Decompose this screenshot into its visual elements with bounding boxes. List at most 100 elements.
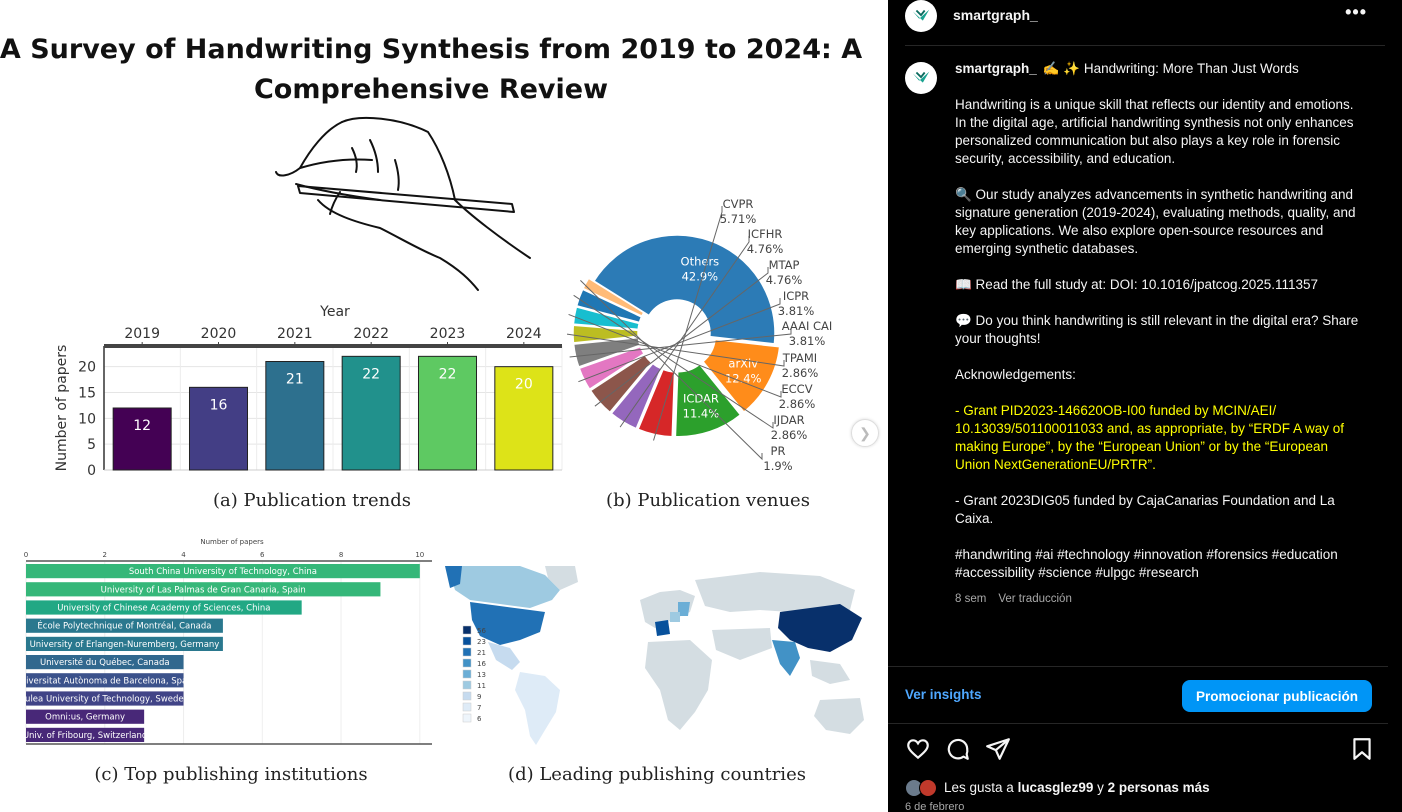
comment-icon[interactable] <box>945 736 971 762</box>
chart-b-slice-name: ICFHR <box>748 227 783 241</box>
chart-c-bar <box>26 618 223 633</box>
map-africa <box>645 640 712 730</box>
bookmark-icon[interactable] <box>1349 736 1375 762</box>
chart-c-bar <box>26 655 184 670</box>
map-legend-swatch <box>462 625 472 635</box>
caption-paragraph: 🔍 Our study analyzes advancements in syn… <box>955 187 1356 256</box>
chart-b-slice-name: MTAP <box>769 258 800 272</box>
promote-post-button[interactable]: Promocionar publicación <box>1182 680 1372 712</box>
chart-a-ytick: 0 <box>87 463 96 479</box>
chart-a-ylabel: Number of papers <box>54 345 70 472</box>
map-legend-swatch <box>462 647 472 657</box>
chart-b-slice-value: 3.81% <box>778 304 815 318</box>
chart-b-slice <box>572 324 639 344</box>
chart-c-bar-label: Universitat Autònoma de Barcelona, Spain <box>15 675 196 686</box>
map-south-america <box>515 672 560 745</box>
liker-avatar <box>919 779 937 797</box>
post-date: 6 de febrero <box>905 801 965 812</box>
chart-b-leader-line <box>619 236 750 428</box>
map-legend-label: 9 <box>477 693 481 701</box>
chart-c-xtick: 0 <box>24 551 28 559</box>
map-legend-swatch <box>462 691 472 701</box>
map-germany <box>678 602 690 616</box>
caption-d: (d) Leading publishing countries <box>508 764 806 785</box>
chart-b-leader-line <box>566 333 785 367</box>
caption-headline: ✍️ ✨ Handwriting: More Than Just Words <box>1042 61 1299 76</box>
post-header: smartgraph_ ••• <box>905 0 1385 46</box>
caption-grant-1: - Grant PID2023-146620OB-I00 funded by M… <box>955 403 1345 472</box>
chart-b-slice-value: 42.9% <box>682 269 719 283</box>
chart-b-slice <box>674 363 742 438</box>
chart-b-slice-value: 5.71% <box>720 212 757 226</box>
chart-b-slice <box>610 362 663 430</box>
chart-c-bar-label: University of Las Palmas de Gran Canaria… <box>101 585 306 595</box>
map-legend-label: 56 <box>477 627 486 635</box>
chart-b-slice-value: 1.9% <box>763 459 792 473</box>
chart-a-bar <box>417 355 478 471</box>
chart-b-slice <box>701 338 781 414</box>
chart-c-bar <box>26 727 145 742</box>
map-legend-swatch <box>462 658 472 668</box>
map-southeast-asia <box>810 660 850 684</box>
chart-b-slice <box>592 234 776 345</box>
map-china <box>778 604 862 652</box>
map-legend-swatch <box>462 702 472 712</box>
post-time: 8 sem <box>955 593 987 605</box>
chart-b-leader-line <box>578 298 781 383</box>
chart-c-bar <box>26 636 223 651</box>
post-image: A Survey of Handwriting Synthesis from 2… <box>0 0 888 812</box>
caption-hashtags[interactable]: #handwriting #ai #technology #innovation… <box>955 547 1338 580</box>
chart-a-bar <box>341 355 401 471</box>
more-options-icon[interactable]: ••• <box>1345 2 1367 22</box>
chart-a-data-label: 22 <box>439 366 457 382</box>
chart-a-ytick: 10 <box>78 411 96 427</box>
chart-b-slice-name: IJDAR <box>773 413 804 427</box>
chart-publication-venues: Others42.9%arXiv12.4%ICDAR11.4%CVPR5.71%… <box>566 197 832 473</box>
chart-a-xlabel: Year <box>319 304 350 320</box>
smartgraph-logo-icon <box>912 9 930 21</box>
chart-c-bar-label: University of Erlangen-Nuremberg, German… <box>30 640 220 650</box>
figure-canvas: A Survey of Handwriting Synthesis from 2… <box>0 34 865 785</box>
map-legend-swatch <box>462 669 472 679</box>
chart-b-slice-value: 2.86% <box>779 397 816 411</box>
caption-avatar[interactable] <box>905 62 937 94</box>
likes-others-link[interactable]: 2 personas más <box>1107 780 1210 795</box>
map-legend-label: 23 <box>477 638 486 646</box>
chart-b-slice-name: Others <box>681 254 720 268</box>
chart-c-bar <box>26 582 381 597</box>
chart-c-bar-label: South China University of Technology, Ch… <box>129 567 317 577</box>
chart-a-data-label: 20 <box>515 377 533 393</box>
chart-b-slice-value: 2.86% <box>782 366 819 380</box>
chart-c-bar-label: École Polytechnique of Montréal, Canada <box>37 620 211 632</box>
chart-a-data-label: 22 <box>362 366 380 382</box>
view-insights-link[interactable]: Ver insights <box>905 687 982 702</box>
insights-bar: Ver insights Promocionar publicación <box>888 666 1388 724</box>
map-india <box>772 640 800 676</box>
chart-a-bar <box>188 386 249 471</box>
map-middle-east <box>712 628 772 660</box>
map-canada <box>448 566 560 608</box>
chart-b-slice <box>575 288 643 324</box>
figure-title-line1: A Survey of Handwriting Synthesis from 2… <box>0 34 862 65</box>
chart-a-xtick: 2021 <box>277 326 313 342</box>
chart-a-plot: 0 5 10 15 20 12 2019 16 2020 21 2021 22 2022 22 2023 20… <box>78 326 563 479</box>
map-legend-label: 11 <box>477 682 486 690</box>
map-legend-label: 13 <box>477 671 486 679</box>
chart-c-xtick: 4 <box>181 551 186 559</box>
smartgraph-logo-icon <box>912 71 930 83</box>
map-legend-swatch <box>462 713 472 723</box>
chart-b-slice-value: 3.81% <box>789 334 826 348</box>
carousel-next-button[interactable]: ❯ <box>851 419 879 447</box>
share-icon[interactable] <box>985 736 1011 762</box>
avatar[interactable] <box>905 0 937 32</box>
chart-c-xtick: 6 <box>260 551 265 559</box>
header-username[interactable]: smartgraph_ <box>953 7 1038 23</box>
heart-icon[interactable] <box>905 736 931 762</box>
chart-c-bar <box>26 600 302 615</box>
liker-username[interactable]: lucasglez99 <box>1017 780 1094 795</box>
caption-paragraph: Handwriting is a unique skill that refle… <box>955 97 1354 166</box>
caption-username[interactable]: smartgraph_ <box>955 61 1037 76</box>
chart-c-bar-label: Lulea University of Technology, Sweden <box>20 695 189 705</box>
chart-b-slice-name: ICPR <box>783 289 809 303</box>
translate-link[interactable]: Ver traducción <box>998 593 1072 605</box>
